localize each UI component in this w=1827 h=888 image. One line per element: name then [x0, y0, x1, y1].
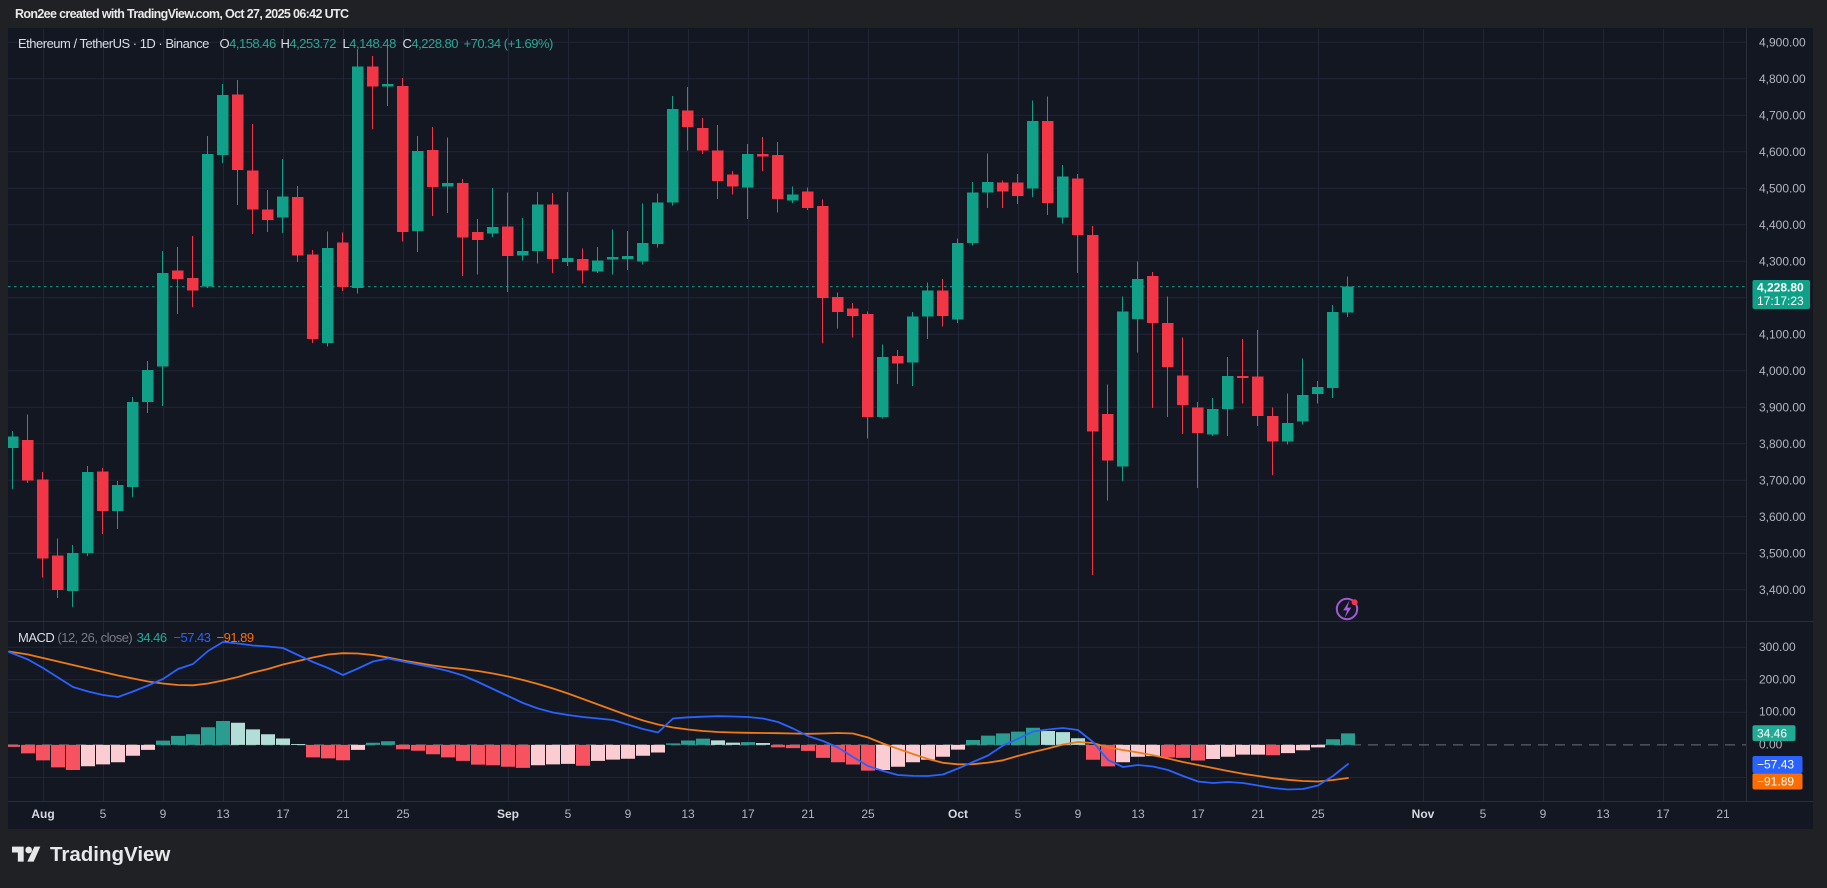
svg-text:17: 17 [1656, 807, 1670, 821]
svg-text:Nov: Nov [1412, 807, 1435, 821]
svg-text:4,800.00: 4,800.00 [1759, 72, 1806, 86]
svg-text:H4,253.72: H4,253.72 [281, 36, 337, 51]
svg-text:4,500.00: 4,500.00 [1759, 181, 1806, 195]
svg-text:21: 21 [1716, 807, 1730, 821]
svg-text:13: 13 [1131, 807, 1145, 821]
svg-text:O4,158.46: O4,158.46 [220, 36, 276, 51]
svg-text:25: 25 [396, 807, 410, 821]
svg-text:3,500.00: 3,500.00 [1759, 546, 1806, 560]
svg-text:9: 9 [1075, 807, 1082, 821]
svg-text:5: 5 [1480, 807, 1487, 821]
svg-text:3,900.00: 3,900.00 [1759, 400, 1806, 414]
svg-text:L4,148.48: L4,148.48 [343, 36, 397, 51]
svg-text:13: 13 [681, 807, 695, 821]
svg-text:100.00: 100.00 [1759, 705, 1796, 719]
svg-text:25: 25 [861, 807, 875, 821]
svg-text:−57.43: −57.43 [1757, 758, 1794, 772]
svg-text:3,800.00: 3,800.00 [1759, 437, 1806, 451]
svg-text:21: 21 [1251, 807, 1265, 821]
svg-text:C4,228.80: C4,228.80 [403, 36, 459, 51]
svg-text:4,400.00: 4,400.00 [1759, 218, 1806, 232]
svg-text:4,100.00: 4,100.00 [1759, 327, 1806, 341]
svg-text:17: 17 [741, 807, 755, 821]
svg-text:3,400.00: 3,400.00 [1759, 583, 1806, 597]
svg-text:34.46: 34.46 [137, 630, 167, 645]
svg-text:21: 21 [336, 807, 350, 821]
svg-text:5: 5 [565, 807, 572, 821]
svg-text:Aug: Aug [31, 807, 54, 821]
svg-text:Ethereum / TetherUS · 1D · Bin: Ethereum / TetherUS · 1D · Binance [18, 36, 209, 51]
svg-text:25: 25 [1311, 807, 1325, 821]
svg-text:300.00: 300.00 [1759, 640, 1796, 654]
svg-text:4,700.00: 4,700.00 [1759, 108, 1806, 122]
svg-text:−91.89: −91.89 [1757, 775, 1794, 789]
svg-text:34.46: 34.46 [1757, 726, 1787, 740]
svg-text:4,228.80: 4,228.80 [1757, 281, 1804, 295]
svg-text:9: 9 [1540, 807, 1547, 821]
svg-text:9: 9 [625, 807, 632, 821]
svg-text:−91.89: −91.89 [217, 630, 254, 645]
svg-text:+70.34 (+1.69%): +70.34 (+1.69%) [464, 36, 554, 51]
svg-text:Oct: Oct [948, 807, 968, 821]
svg-text:21: 21 [801, 807, 815, 821]
svg-text:4,600.00: 4,600.00 [1759, 145, 1806, 159]
svg-text:MACD (12, 26, close): MACD (12, 26, close) [18, 630, 132, 645]
svg-text:5: 5 [100, 807, 107, 821]
svg-text:−57.43: −57.43 [173, 630, 210, 645]
svg-text:3,600.00: 3,600.00 [1759, 510, 1806, 524]
svg-text:3,700.00: 3,700.00 [1759, 473, 1806, 487]
svg-text:4,000.00: 4,000.00 [1759, 364, 1806, 378]
svg-text:13: 13 [1596, 807, 1610, 821]
svg-text:Sep: Sep [497, 807, 519, 821]
svg-text:0.00: 0.00 [1759, 738, 1783, 752]
svg-text:17: 17 [276, 807, 290, 821]
svg-text:13: 13 [216, 807, 230, 821]
svg-text:4,300.00: 4,300.00 [1759, 254, 1806, 268]
svg-text:17:17:23: 17:17:23 [1757, 294, 1804, 308]
svg-text:9: 9 [160, 807, 167, 821]
svg-text:17: 17 [1191, 807, 1205, 821]
svg-text:200.00: 200.00 [1759, 673, 1796, 687]
svg-text:5: 5 [1015, 807, 1022, 821]
svg-text:4,900.00: 4,900.00 [1759, 35, 1806, 49]
